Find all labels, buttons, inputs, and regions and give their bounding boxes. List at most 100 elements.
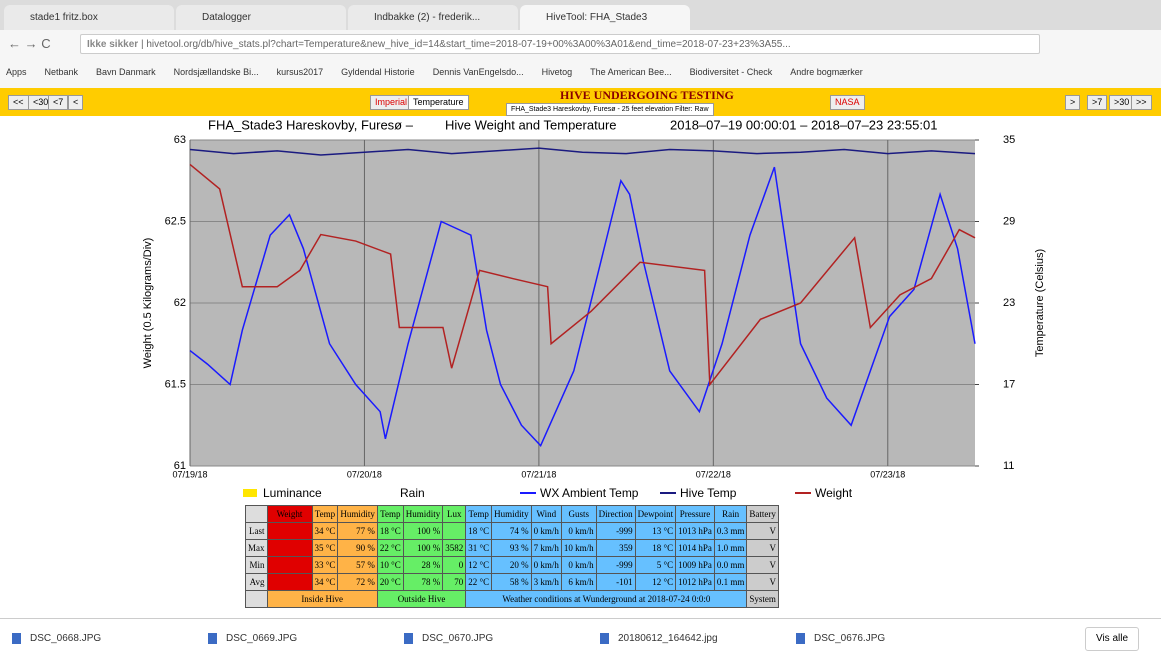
table-cell: 57 % bbox=[337, 556, 378, 574]
table-cell: 1.0 mm bbox=[713, 539, 748, 557]
x-tick-label: 07/20/18 bbox=[347, 469, 382, 479]
nasa-button[interactable]: NASA bbox=[830, 95, 865, 110]
bookmark[interactable]: Andre bogmærker bbox=[790, 67, 863, 77]
download-icon bbox=[12, 633, 21, 644]
browser-tab[interactable]: Indbakke (2) - frederik... bbox=[348, 5, 518, 30]
table-cell: Last bbox=[245, 522, 268, 540]
bookmark[interactable]: Apps bbox=[6, 67, 27, 77]
y2-axis-label: Temperature (Celsius) bbox=[1034, 249, 1046, 357]
table-cell: 0 km/h bbox=[530, 522, 562, 540]
bookmark[interactable]: Nordsjællandske Bi... bbox=[173, 67, 259, 77]
chart-title: 2018–07–19 00:00:01 – 2018–07–23 23:55:0… bbox=[670, 117, 937, 132]
table-cell: 0.3 mm bbox=[713, 522, 748, 540]
y-axis-label: Weight (0.5 Kilograms/Div) bbox=[142, 238, 154, 369]
chart: FHA_Stade3 Hareskovby, Furesø – Hive Weig… bbox=[142, 117, 1046, 500]
footer-cell: Outside Hive bbox=[376, 590, 467, 608]
legend-label: Luminance bbox=[263, 486, 322, 500]
nav-button[interactable]: >> bbox=[1131, 95, 1152, 110]
header-cell: Direction bbox=[595, 505, 636, 523]
address-bar[interactable]: Ikke sikker | hivetool.org/db/hive_stats… bbox=[80, 34, 1040, 54]
table-cell: V bbox=[746, 573, 779, 591]
download-item[interactable]: DSC_0669.JPG bbox=[226, 633, 298, 644]
table-cell: 3582 bbox=[442, 539, 467, 557]
y-tick-label: 62 bbox=[174, 297, 186, 309]
nav-button[interactable]: >7 bbox=[1087, 95, 1108, 110]
table-cell: 77 % bbox=[337, 522, 378, 540]
y-tick-label: 61 bbox=[174, 460, 186, 472]
x-tick-label: 07/19/18 bbox=[172, 469, 207, 479]
legend-label: WX Ambient Temp bbox=[540, 486, 639, 500]
header-cell: Temp bbox=[376, 505, 404, 523]
legend-label: Rain bbox=[400, 486, 425, 500]
table-cell: 1009 hPa bbox=[675, 556, 715, 574]
tab-bar: stade1 fritz.box Datalogger Indbakke (2) -… bbox=[0, 0, 1161, 30]
table-cell: Max bbox=[245, 539, 268, 557]
table-cell: Avg bbox=[245, 573, 268, 591]
browser-tab[interactable]: Datalogger bbox=[176, 5, 346, 30]
series-line bbox=[189, 166, 976, 447]
table-cell: 0 km/h bbox=[530, 556, 562, 574]
download-bar: DSC_0668.JPG DSC_0669.JPG DSC_0670.JPG 2018… bbox=[0, 618, 1161, 658]
units-button[interactable]: Imperial bbox=[370, 95, 413, 110]
nav-button[interactable]: << bbox=[8, 95, 29, 110]
table-cell: 20 °C bbox=[376, 573, 404, 591]
bookmark[interactable]: The American Bee... bbox=[590, 67, 672, 77]
table-row: Last 34 °C 77 % 18 °C 100 % 18 °C 74 % 0 km/h 0 … bbox=[245, 522, 779, 540]
table-cell: 20 % bbox=[491, 556, 532, 574]
header-cell: Wind bbox=[530, 505, 562, 523]
download-item[interactable]: DSC_0668.JPG bbox=[30, 633, 102, 644]
x-tick-label: 07/21/18 bbox=[521, 469, 556, 479]
table-cell: 0 km/h bbox=[560, 522, 597, 540]
browser-tab[interactable]: HiveTool: FHA_Stade3 bbox=[520, 5, 690, 30]
bookmark[interactable]: Hivetog bbox=[541, 67, 573, 77]
header-cell: Weight bbox=[266, 505, 313, 523]
header-cell: Pressure bbox=[675, 505, 715, 523]
nav-button[interactable]: > bbox=[1065, 95, 1081, 110]
y2-tick-label: 23 bbox=[1003, 297, 1015, 309]
nav-button[interactable]: <7 bbox=[48, 95, 69, 110]
bookmark[interactable]: Dennis VanEngelsdo... bbox=[432, 67, 524, 77]
table-row: Max 35 °C 90 % 22 °C 100 % 3582 31 °C 93 % 7 km/… bbox=[245, 539, 779, 557]
bookmark[interactable]: Gyldendal Historie bbox=[341, 67, 415, 77]
table-cell: 34 °C bbox=[311, 522, 339, 540]
header-cell: Rain bbox=[713, 505, 748, 523]
table-cell: 5 °C bbox=[634, 556, 677, 574]
table-cell: 90 % bbox=[337, 539, 378, 557]
download-icon bbox=[404, 633, 413, 644]
table-cell: 100 % bbox=[402, 522, 444, 540]
table-cell: 35 °C bbox=[311, 539, 339, 557]
table-cell: 34 °C bbox=[311, 573, 339, 591]
table-cell: 10 °C bbox=[376, 556, 404, 574]
series-line bbox=[189, 147, 976, 156]
download-item[interactable]: 20180612_164642.jpg bbox=[618, 633, 718, 644]
hive-toolbar: << <30 <7 < Imperial Temperature HIVE UNDERGOI… bbox=[0, 88, 1161, 116]
table-row: Inside Hive Outside Hive Weather condition… bbox=[245, 590, 779, 608]
table-cell: 0 km/h bbox=[560, 556, 597, 574]
header-cell: Battery bbox=[746, 505, 779, 523]
table-cell bbox=[266, 573, 313, 591]
chart-select[interactable]: Temperature bbox=[408, 95, 469, 110]
bookmark[interactable]: Netbank bbox=[44, 67, 79, 77]
header-cell: Lux bbox=[442, 505, 467, 523]
table-cell: 70 bbox=[442, 573, 467, 591]
table-row: Weight Temp Humidity Temp Humidity Lux Temp Hum… bbox=[245, 505, 779, 523]
browser-tab[interactable]: stade1 fritz.box bbox=[4, 5, 174, 30]
download-item[interactable]: DSC_0670.JPG bbox=[422, 633, 494, 644]
bookmark[interactable]: kursus2017 bbox=[276, 67, 324, 77]
hive-select[interactable]: FHA_Stade3 Hareskovby, Furesø - 25 feet … bbox=[506, 103, 714, 116]
table-cell: V bbox=[746, 556, 779, 574]
footer-cell: Weather conditions at Wunderground at 20… bbox=[465, 590, 748, 608]
download-item[interactable]: DSC_0676.JPG bbox=[814, 633, 886, 644]
show-all-button[interactable]: Vis alle bbox=[1085, 627, 1139, 651]
table-cell: 33 °C bbox=[311, 556, 339, 574]
download-icon bbox=[208, 633, 217, 644]
bookmark[interactable]: Bavn Danmark bbox=[96, 67, 156, 77]
nav-button[interactable]: < bbox=[68, 95, 84, 110]
table-cell: 6 km/h bbox=[560, 573, 597, 591]
table-cell: 7 km/h bbox=[530, 539, 562, 557]
y-tick-label: 62.5 bbox=[165, 215, 186, 227]
table-cell: 72 % bbox=[337, 573, 378, 591]
bookmark[interactable]: Biodiversitet - Check bbox=[689, 67, 773, 77]
table-cell: -999 bbox=[595, 556, 636, 574]
